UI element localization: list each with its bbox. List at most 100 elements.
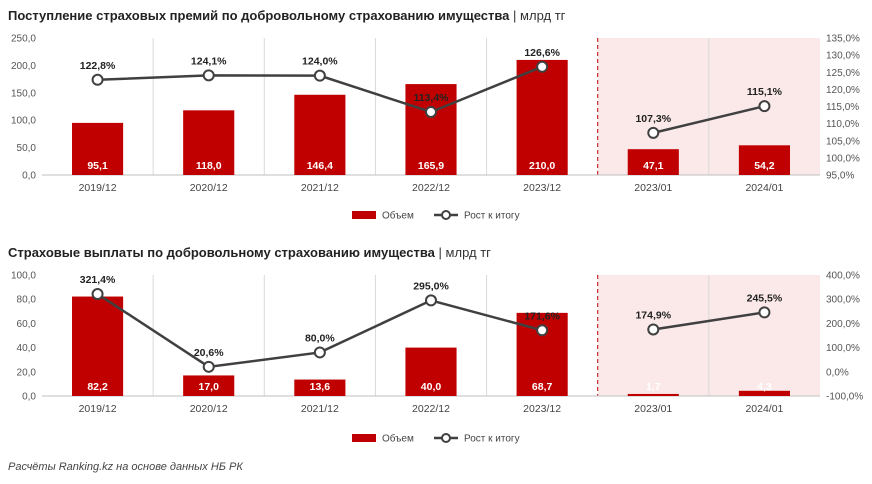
chart2-growth-label: 245,5%: [747, 292, 783, 304]
chart1-growth-marker: [536, 60, 549, 73]
chart1-growth-label: 122,8%: [80, 60, 116, 72]
chart2-y-right-tick-label: -100,0%: [826, 392, 863, 403]
chart2-growth-label: 321,4%: [80, 274, 116, 286]
chart2-y-right-tick-label: 300,0%: [826, 295, 860, 306]
chart1-y-right-tick-label: 110,0%: [826, 119, 859, 130]
chart1-y-right-tick-label: 120,0%: [826, 85, 860, 96]
chart1-y-right-tick-label: 105,0%: [826, 136, 860, 147]
chart1-bar: [627, 149, 679, 175]
chart2-unit: млрд тг: [445, 245, 491, 260]
chart2-title-separator: |: [438, 245, 442, 260]
chart2-payouts: 0,0 20,0 40,0 60,0 80,0 100,0 -100,0% 0,0% 100,0…: [11, 271, 863, 445]
chart2-y-right-tick-label: 0,0%: [826, 367, 849, 378]
chart2-legend-bar-label: Объем: [382, 433, 414, 445]
chart1-growth-label: 107,3%: [635, 113, 671, 125]
chart1-unit: млрд тг: [520, 8, 566, 23]
chart1-x-tick-label: 2023/12: [523, 182, 561, 194]
chart2-bar: [738, 390, 790, 396]
chart1-growth-marker: [647, 126, 660, 139]
chart2-bar-label: 13,6: [310, 381, 331, 393]
chart1-y-left-tick-label: 250,0: [11, 34, 36, 45]
chart2-x-tick-label: 2020/12: [190, 403, 228, 415]
chart2-legend-line-marker: [441, 433, 451, 443]
chart1-y-right-tick-label: 125,0%: [826, 68, 860, 79]
chart1-x-tick-label: 2023/01: [634, 182, 672, 194]
chart1-growth-line: [652, 104, 765, 135]
chart1-growth-label: 113,4%: [413, 92, 449, 104]
chart1-bar-label: 118,0: [196, 160, 222, 172]
chart1-growth-marker: [202, 69, 215, 82]
chart2-y-left-tick-label: 60,0: [17, 319, 37, 330]
chart2-x-tick-label: 2023/12: [523, 403, 561, 415]
chart1-bar: [738, 145, 790, 175]
chart1-title-text: Поступление страховых премий по добровол…: [8, 8, 510, 23]
chart1-bar: [405, 84, 457, 175]
chart1-x-tick-label: 2019/12: [79, 182, 117, 194]
chart1-y-right-tick-label: 100,0%: [826, 153, 860, 164]
chart1-bar: [516, 59, 568, 175]
chart2-y-left-tick-label: 20,0: [17, 367, 37, 378]
chart2-bar-label: 4,3: [757, 381, 772, 393]
chart1-legend-line-marker: [441, 210, 451, 220]
chart1-bar-label: 54,2: [754, 160, 775, 172]
chart1-bar-label: 210,0: [529, 160, 555, 172]
chart2-x-tick-label: 2024/01: [745, 403, 783, 415]
chart1-premiums: 0,0 50,0 100,0 150,0 200,0 250,0 95,0% 100,0% 10…: [11, 34, 860, 222]
chart1-y-right-tick-label: 130,0%: [826, 51, 860, 62]
chart1-growth-label: 124,0%: [302, 56, 338, 68]
chart2-y-left-tick-label: 0,0: [22, 392, 36, 403]
chart1-y-right-tick-label: 135,0%: [826, 34, 860, 45]
chart2-x-tick-label: 2021/12: [301, 403, 339, 415]
chart1-growth-marker: [91, 73, 104, 86]
chart1-y-right-tick-label: 95,0%: [826, 171, 854, 182]
chart2-y-right-tick-label: 400,0%: [826, 271, 860, 282]
chart2-y-left-tick-label: 100,0: [11, 271, 36, 282]
chart2-bar-label: 17,0: [198, 381, 219, 393]
chart2-x-tick-label: 2022/12: [412, 403, 450, 415]
chart1-legend-bar-swatch: [352, 211, 376, 219]
chart2-bar-label: 40,0: [421, 381, 442, 393]
chart1-legend-line-label: Рост к итогу: [464, 211, 520, 222]
chart1-x-tick-label: 2021/12: [301, 182, 339, 194]
chart2-y-left-tick-label: 40,0: [17, 343, 37, 354]
chart1-growth-marker: [425, 105, 437, 118]
chart2-title: Страховые выплаты по добровольному страх…: [8, 245, 491, 260]
chart2-legend-bar-swatch: [352, 434, 376, 442]
chart2-bar-label: 82,2: [87, 381, 108, 393]
chart1-bar-label: 47,1: [643, 160, 664, 172]
chart1-growth-label: 115,1%: [747, 86, 783, 98]
chart1-bar: [72, 122, 124, 175]
chart2-growth-label: 171,6%: [524, 310, 560, 322]
chart2-bar: [405, 347, 457, 396]
chart2-growth-marker: [647, 323, 660, 336]
chart2-growth-label: 80,0%: [305, 332, 335, 344]
chart2-bar: [627, 393, 679, 396]
chart1-growth-label: 126,6%: [524, 47, 560, 59]
chart2-y-right-tick-label: 100,0%: [826, 343, 860, 354]
chart2-x-tick-label: 2023/01: [634, 403, 672, 415]
chart2-x-tick-label: 2019/12: [79, 403, 117, 415]
chart2-growth-marker: [536, 324, 549, 337]
chart1-y-left-tick-label: 0,0: [22, 171, 36, 182]
chart2-growth-line: [653, 311, 765, 331]
chart1-title: Поступление страховых премий по добровол…: [8, 8, 565, 23]
chart2-bar-label: 68,7: [532, 381, 553, 393]
chart2-title-text: Страховые выплаты по добровольному страх…: [8, 245, 435, 260]
chart1-y-left-tick-label: 50,0: [17, 143, 37, 154]
chart1-y-left-tick-label: 150,0: [11, 88, 36, 99]
chart1-title-separator: |: [513, 8, 517, 23]
chart2-legend-line-label: Рост к итогу: [464, 434, 520, 445]
chart2-growth-marker: [202, 360, 215, 373]
chart1-growth-marker: [313, 69, 326, 82]
chart1-x-tick-label: 2020/12: [190, 182, 228, 194]
chart1-x-tick-label: 2022/12: [412, 182, 450, 194]
chart1-growth-marker: [758, 100, 771, 113]
chart2-growth-marker: [91, 288, 104, 301]
chart2-bar: [72, 296, 124, 396]
chart2-bar: [294, 379, 346, 396]
chart1-bar-label: 165,9: [418, 160, 444, 172]
chart1-legend-bar-label: Объем: [382, 210, 414, 222]
chart2-bar-label: 1,7: [646, 381, 661, 393]
chart1-y-left-tick-label: 100,0: [11, 116, 36, 127]
chart2-bar: [183, 375, 235, 396]
